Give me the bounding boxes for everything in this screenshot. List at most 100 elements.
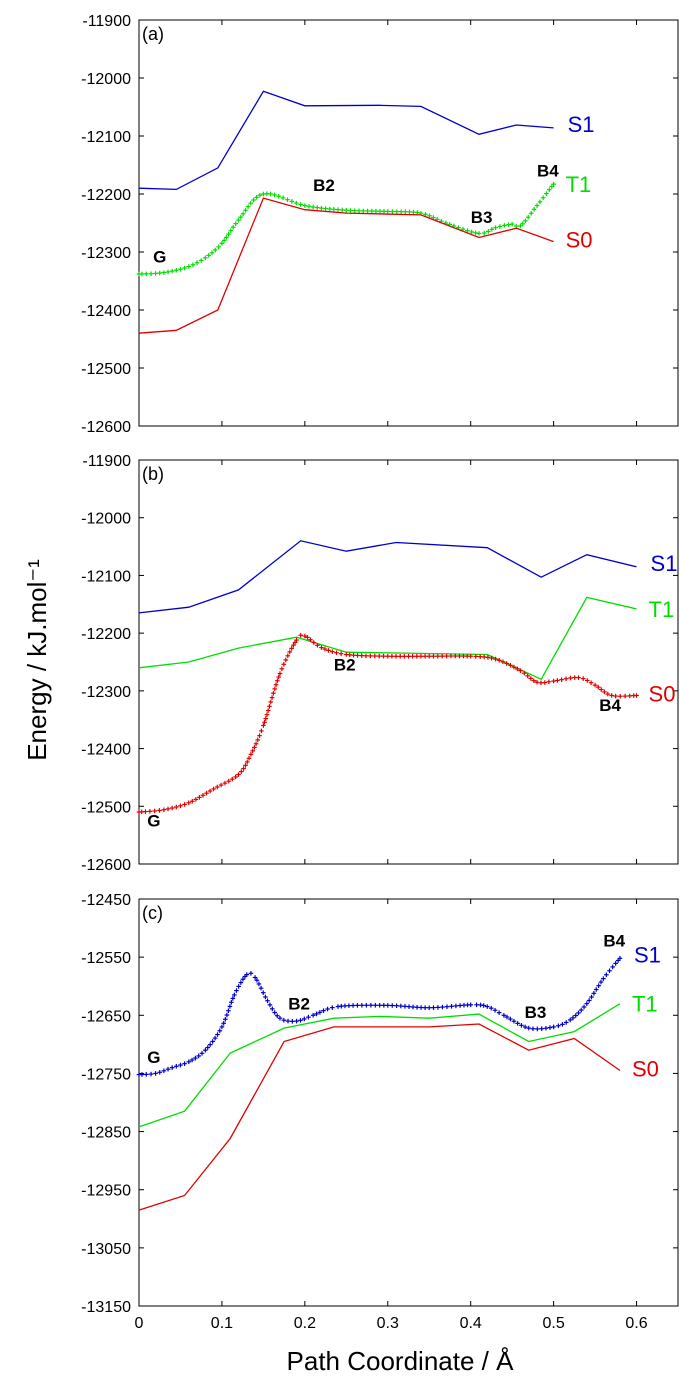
data-point-marker: [238, 214, 244, 220]
data-point-marker: [240, 211, 246, 217]
data-point-marker: [537, 199, 543, 205]
data-point-marker: [277, 671, 283, 676]
data-point-marker: [489, 227, 495, 232]
data-point-marker: [165, 806, 171, 812]
data-point-marker: [389, 653, 395, 659]
series-T1: T1: [138, 596, 674, 681]
data-point-marker: [315, 643, 320, 648]
y-tick-label: -11900: [82, 13, 131, 30]
data-point-marker: [342, 1003, 348, 1009]
data-point-marker: [152, 808, 157, 814]
x-tick-label: 0.5: [542, 1315, 564, 1332]
data-point-marker: [193, 1055, 198, 1061]
data-point-marker: [203, 255, 208, 261]
data-point-marker: [260, 990, 266, 995]
data-point-marker: [223, 1016, 228, 1022]
data-point-marker: [178, 266, 183, 272]
data-point-marker: [381, 1003, 387, 1008]
data-point-marker: [291, 642, 296, 648]
data-point-marker: [591, 991, 597, 996]
data-point-marker: [226, 778, 232, 784]
data-point-marker: [236, 772, 241, 777]
data-point-marker: [268, 191, 273, 197]
data-point-marker: [543, 1025, 549, 1031]
data-point-marker: [521, 670, 527, 676]
y-tick-label: -12000: [81, 511, 131, 528]
data-point-marker: [551, 1024, 556, 1030]
data-point-marker: [268, 699, 274, 705]
data-point-marker: [576, 1010, 581, 1016]
data-point-marker: [563, 676, 569, 682]
data-point-marker: [178, 803, 183, 809]
data-point-marker: [515, 666, 520, 672]
data-point-marker: [473, 654, 479, 659]
data-point-marker: [560, 1022, 565, 1027]
data-point-marker: [592, 682, 598, 688]
data-point-marker: [549, 184, 555, 189]
data-point-marker: [236, 217, 241, 223]
data-point-marker: [377, 1003, 382, 1008]
data-point-marker: [283, 657, 289, 663]
y-tick-label: -12750: [81, 1066, 131, 1083]
data-point-marker: [377, 208, 383, 214]
annotation-G: G: [147, 811, 160, 830]
data-point-marker: [435, 1005, 441, 1010]
data-point-marker: [257, 192, 263, 198]
data-point-marker: [285, 653, 291, 659]
data-point-marker: [476, 231, 482, 236]
data-point-marker: [276, 674, 281, 680]
data-point-marker: [546, 679, 552, 685]
x-tick-label: 0.3: [377, 1315, 399, 1332]
data-point-marker: [310, 204, 316, 210]
data-point-marker: [551, 181, 556, 187]
data-point-marker: [481, 1003, 487, 1008]
data-point-marker: [281, 1017, 287, 1023]
data-point-marker: [317, 1010, 323, 1015]
chart-panel-c: -12450 -12550 -12650 -12750 -12850 -12950 -130…: [81, 892, 679, 1332]
plot-frame: [138, 19, 679, 427]
data-point-marker: [477, 654, 483, 659]
data-point-marker: [530, 1026, 536, 1032]
data-point-marker: [157, 1070, 163, 1075]
data-point-marker: [504, 661, 509, 666]
series-line-S1: [138, 90, 554, 191]
data-point-marker: [330, 1005, 335, 1010]
y-axis-label: Energy / kJ.mol⁻¹: [22, 559, 52, 761]
data-point-marker: [298, 1018, 303, 1023]
data-point-marker: [563, 1020, 569, 1025]
y-tick-label: -12100: [81, 568, 131, 585]
data-point-marker: [497, 224, 503, 229]
data-point-marker: [589, 994, 594, 1000]
series-line-S0: [138, 1023, 621, 1211]
y-tick-label: -12000: [81, 71, 131, 88]
data-point-marker: [526, 1025, 532, 1031]
data-point-marker: [555, 678, 560, 683]
panel-label: (b): [142, 464, 164, 484]
data-point-marker: [293, 200, 299, 206]
data-point-marker: [627, 693, 633, 699]
data-point-marker: [319, 205, 324, 211]
data-point-marker: [240, 976, 246, 982]
series-label-S0: S0: [649, 681, 676, 706]
data-point-marker: [261, 723, 266, 728]
data-point-marker: [169, 1065, 175, 1070]
x-tick-label: 0.6: [625, 1315, 647, 1332]
plot-frame: [138, 459, 679, 865]
data-point-marker: [394, 1003, 399, 1009]
data-point-marker: [397, 654, 403, 659]
data-point-marker: [535, 1026, 540, 1032]
data-point-marker: [224, 1012, 230, 1018]
data-point-marker: [289, 646, 294, 651]
data-point-marker: [311, 640, 317, 645]
data-point-marker: [203, 1047, 208, 1053]
data-point-marker: [319, 645, 324, 650]
data-point-marker: [298, 202, 303, 207]
data-point-marker: [457, 1003, 463, 1008]
series-line-T1: [138, 1003, 621, 1128]
data-point-marker: [534, 203, 540, 208]
data-point-marker: [298, 632, 303, 638]
data-point-marker: [365, 208, 370, 214]
series-label-T1: T1: [632, 992, 658, 1017]
chart-panel-b: -11900 -12000 -12100 -12200 -12300 -12400 -125…: [81, 453, 679, 874]
